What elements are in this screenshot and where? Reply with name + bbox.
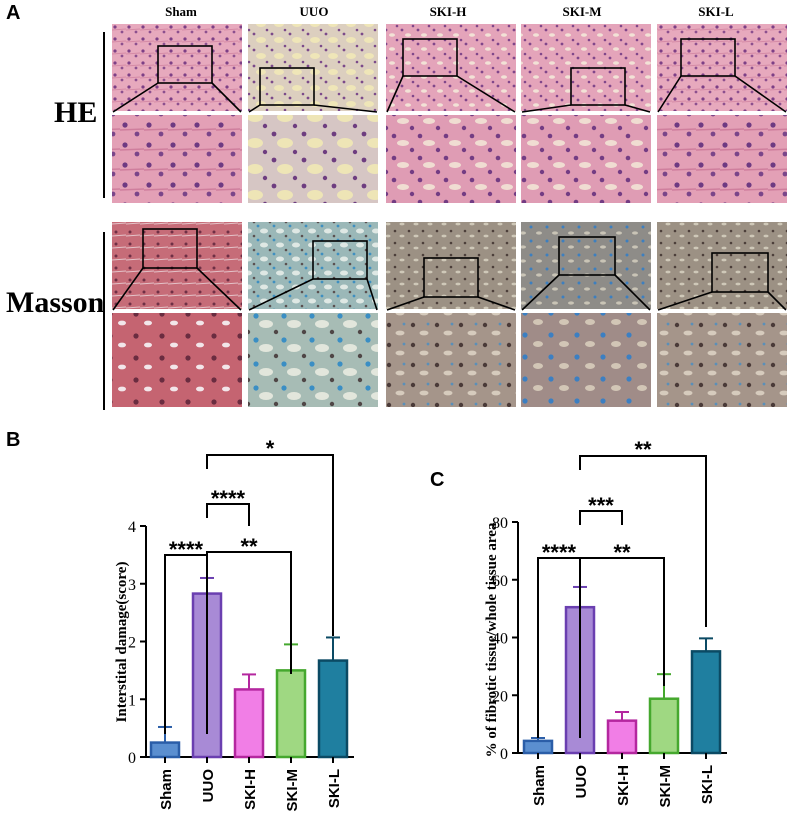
micrograph-masson-uuo-zoom — [248, 313, 378, 407]
significance-bracket-b — [164, 554, 208, 734]
y-axis-label-c: % of fibrotic tissue/whole tissue area — [484, 522, 500, 757]
micrograph-masson-ski-h — [386, 222, 516, 309]
significance-bracket-c — [579, 455, 707, 627]
zoom-indicators-he — [112, 38, 787, 113]
y-tick-label-c: 0 — [500, 746, 508, 763]
bar-b-ski-m — [275, 669, 307, 759]
y-tick-label-c: 80 — [492, 515, 508, 532]
x-tick-label-c: SKI-L — [699, 765, 716, 804]
micrograph-he-uuo-zoom — [248, 115, 378, 203]
micrograph-he-ski-h — [386, 24, 516, 111]
y-tick-label-b: 4 — [128, 519, 136, 536]
significance-bracket-c — [579, 557, 665, 686]
x-tick-label-c: SKI-H — [615, 765, 632, 806]
significance-bracket-b — [206, 551, 292, 674]
panel-letter-c: C — [430, 469, 444, 491]
micrograph-masson-ski-m — [521, 222, 651, 309]
micrograph-masson-sham — [112, 222, 242, 309]
micrograph-grid — [103, 24, 787, 410]
column-header-sham: Sham — [165, 4, 197, 19]
bar-b-ski-l — [317, 659, 349, 759]
panel-letter-a: A — [6, 2, 21, 24]
significance-label-b: * — [266, 436, 275, 461]
micrograph-masson-ski-h-zoom — [386, 313, 516, 407]
micrograph-masson-ski-l-zoom — [657, 313, 787, 407]
y-tick-label-b: 0 — [128, 750, 136, 767]
micrograph-he-ski-h-zoom — [386, 115, 516, 203]
x-tick-label-c: SKI-M — [657, 765, 674, 808]
significance-bracket-c — [579, 510, 623, 525]
bar-b-ski-h — [233, 688, 265, 759]
panel-letter-b: B — [6, 429, 20, 451]
x-tick-label-b: SKI-H — [242, 769, 259, 810]
y-tick-label-c: 40 — [492, 631, 508, 648]
micrograph-masson-sham-zoom — [112, 313, 242, 407]
bar-c-ski-h — [606, 719, 638, 755]
significance-bracket-b — [206, 454, 334, 636]
bar-c-ski-m — [648, 697, 680, 755]
x-tick-label-b: Sham — [158, 769, 175, 810]
chart-c: C 0 20 40 60 80% of fibrotic tissue/whole tis… — [430, 437, 727, 808]
bar-b-sham — [149, 741, 181, 759]
micrograph-he-sham-zoom — [112, 115, 242, 203]
y-tick-label-b: 3 — [128, 577, 136, 594]
significance-label-b: **** — [211, 486, 246, 511]
column-header-ski-m: SKI-M — [562, 4, 602, 19]
y-tick-label-b: 2 — [128, 635, 136, 652]
column-header-uuo: UUO — [299, 4, 329, 19]
significance-label-c: **** — [542, 540, 577, 565]
bar-c-ski-l — [690, 650, 722, 755]
row-label-he: HE — [54, 96, 98, 129]
x-tick-label-b: SKI-L — [326, 769, 343, 808]
x-tick-label-c: Sham — [531, 765, 548, 806]
micrograph-he-sham — [112, 24, 242, 111]
y-tick-label-b: 1 — [128, 692, 136, 709]
significance-label-b: **** — [169, 537, 204, 562]
x-tick-label-c: UUO — [573, 765, 590, 799]
significance-label-c: *** — [588, 493, 614, 518]
micrograph-masson-ski-m-zoom — [521, 313, 651, 407]
micrograph-he-ski-m-zoom — [521, 115, 651, 203]
micrograph-he-ski-l-zoom — [657, 115, 787, 203]
x-tick-label-b: SKI-M — [284, 769, 301, 812]
column-header-ski-l: SKI-L — [698, 4, 734, 19]
bar-c-sham — [522, 739, 554, 755]
y-axis-label-b: Interstital damage(score) — [114, 562, 130, 723]
micrograph-masson-ski-l — [657, 222, 787, 309]
chart-b: B 0 1 2 3 4 Interstital damage(score) Sham UUO SK… — [6, 429, 354, 812]
zoom-indicators-masson — [112, 228, 787, 311]
x-tick-label-b: UUO — [200, 769, 217, 803]
column-header-ski-h: SKI-H — [429, 4, 467, 19]
y-tick-label-c: 60 — [492, 573, 508, 590]
significance-bracket-b — [206, 503, 250, 526]
row-label-masson: Masson — [6, 286, 105, 319]
y-tick-label-c: 20 — [492, 688, 508, 705]
micrograph-he-ski-l — [657, 24, 787, 111]
significance-label-b: ** — [240, 534, 258, 559]
significance-label-c: ** — [613, 540, 631, 565]
significance-bracket-c — [537, 557, 581, 738]
significance-label-c: ** — [634, 437, 652, 462]
